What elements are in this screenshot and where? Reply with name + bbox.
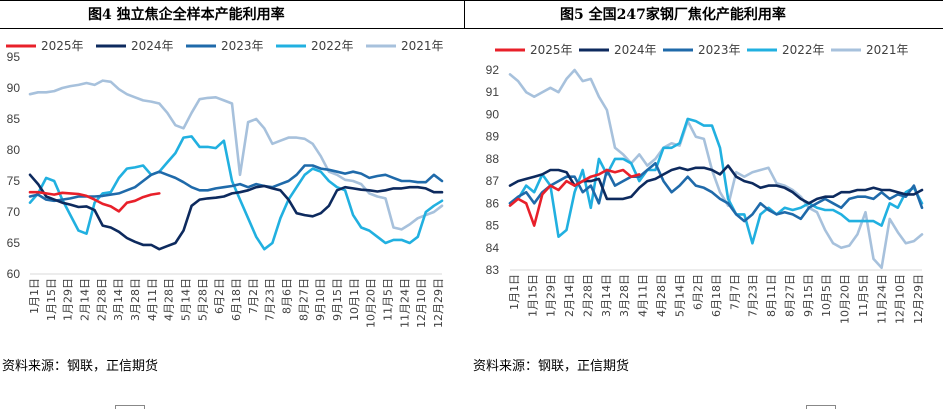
- legend-label: 2024年: [614, 43, 657, 57]
- x-tick-label: 2月14日: [79, 278, 92, 321]
- y-tick-label: 60: [7, 267, 21, 281]
- y-tick-label: 89: [486, 130, 500, 144]
- series-line-2021年: [28, 79, 444, 231]
- x-tick-label: 12月29日: [432, 278, 445, 328]
- x-tick-label: 6月18日: [710, 274, 723, 317]
- y-tick-label: 85: [486, 219, 500, 233]
- chart-coke-plants-utilization: 60 65 70 75 80 85 90 95 1月1日 1月15日 1月29日 2月14日 2月28日…: [6, 39, 445, 328]
- legend-label: 2022年: [782, 43, 825, 57]
- bottom-edge-mark-right: [806, 405, 836, 409]
- x-tick-label: 10月5日: [820, 274, 833, 317]
- x-tick-label: 4月11日: [637, 274, 650, 317]
- x-tick-label: 2月14日: [563, 274, 576, 317]
- x-tick-label: 7月7日: [728, 274, 741, 310]
- series-line-2022年: [508, 117, 924, 245]
- x-tick-label: 5月14日: [180, 278, 193, 321]
- x-tick-label: 1月1日: [28, 278, 41, 314]
- x-tick-label: 2月28日: [95, 278, 108, 321]
- series-line-2022年: [28, 135, 444, 251]
- x-tick-label: 12月10日: [415, 278, 428, 328]
- x-tick-label: 11月24日: [398, 278, 411, 328]
- y-tick-label: 88: [486, 152, 500, 166]
- x-tick-label: 1月15日: [45, 278, 58, 321]
- y-tick-label: 70: [7, 205, 21, 219]
- x-tick-label: 4月11日: [146, 278, 159, 321]
- figure-5-title: 图5 全国247家钢厂焦化产能利用率: [560, 7, 786, 23]
- x-tick-label: 11月5日: [382, 278, 395, 321]
- legend-label: 2023年: [221, 39, 264, 53]
- series-line-2025年: [28, 190, 161, 213]
- y-tick-label: 87: [486, 174, 500, 188]
- y-tick-label: 86: [486, 196, 500, 210]
- x-tick-label: 1月29日: [545, 274, 558, 317]
- x-tick-label: 12月29日: [912, 274, 925, 324]
- x-tick-label: 7月23日: [747, 274, 760, 317]
- x-tick-label: 4月28日: [655, 274, 668, 317]
- x-tick-label: 1月29日: [62, 278, 75, 321]
- y-tick-label: 92: [486, 63, 500, 77]
- x-tick-label: 10月20日: [839, 274, 852, 324]
- legend-label: 2022年: [311, 39, 354, 53]
- x-tick-label: 9月15日: [331, 278, 344, 321]
- x-tick-label: 3月28日: [129, 278, 142, 321]
- legend-label: 2021年: [866, 43, 909, 57]
- x-tick-label: 5月14日: [673, 274, 686, 317]
- y-tick-label: 91: [486, 85, 500, 99]
- x-tick-label: 6月2日: [213, 278, 226, 314]
- series-line-2023年: [28, 164, 444, 203]
- y-tick-label: 75: [7, 174, 21, 188]
- x-tick-label: 4月28日: [163, 278, 176, 321]
- legend-label: 2021年: [401, 39, 444, 53]
- y-tick-label: 90: [486, 107, 500, 121]
- x-tick-label: 3月14日: [600, 274, 613, 317]
- x-tick-label: 1月15日: [526, 274, 539, 317]
- x-tick-label: 7月23日: [264, 278, 277, 321]
- series-line-2025年: [508, 168, 641, 227]
- y-tick-label: 65: [7, 236, 21, 250]
- x-tick-label: 1月1日: [508, 274, 521, 310]
- title-rule: [0, 28, 943, 29]
- y-tick-label: 95: [7, 50, 21, 64]
- x-tick-label: 3月14日: [112, 278, 125, 321]
- x-tick-label: 9月10日: [314, 278, 327, 321]
- column-divider: [464, 0, 465, 29]
- x-tick-label: 6月18日: [230, 278, 243, 321]
- x-tick-label: 8月27日: [783, 274, 796, 317]
- bottom-edge-mark-left: [115, 405, 145, 409]
- series-line-2024年: [28, 173, 444, 251]
- y-tick-label: 84: [486, 241, 500, 255]
- y-tick-label: 90: [7, 81, 21, 95]
- legend-label: 2025年: [41, 39, 84, 53]
- series-line-2021年: [508, 68, 924, 270]
- figure-5-source: 资料来源：钢联，正信期货: [473, 359, 630, 374]
- x-tick-label: 10月20日: [365, 278, 378, 328]
- y-tick-label: 83: [486, 263, 500, 277]
- x-tick-label: 2月28日: [581, 274, 594, 317]
- top-rule: [0, 0, 943, 1]
- x-tick-label: 11月24日: [875, 274, 888, 324]
- x-tick-label: 12月10日: [894, 274, 907, 324]
- legend-label: 2023年: [698, 43, 741, 57]
- figure-4-source: 资料来源：钢联，正信期货: [2, 359, 159, 374]
- x-tick-label: 8月11日: [765, 274, 778, 317]
- y-tick-label: 80: [7, 143, 21, 157]
- figure-4-title: 图4 独立焦企全样本产能利用率: [88, 7, 285, 23]
- x-tick-label: 5月28日: [196, 278, 209, 321]
- x-tick-label: 7月2日: [247, 278, 260, 314]
- x-tick-label: 10月1日: [348, 278, 361, 321]
- y-tick-label: 85: [7, 112, 21, 126]
- legend-label: 2024年: [131, 39, 174, 53]
- x-tick-label: 6月2日: [692, 274, 705, 310]
- x-tick-label: 8月27日: [297, 278, 310, 321]
- legend-label: 2025年: [530, 43, 573, 57]
- x-tick-label: 11月5日: [857, 274, 870, 317]
- chart-steel-mill-coking-utilization: 83 84 85 86 87 88 89 90 91 92 1月1日 1月15日 1月29日 2月14日 2…: [486, 43, 925, 324]
- x-tick-label: 9月15日: [802, 274, 815, 317]
- x-tick-label: 3月28日: [618, 274, 631, 317]
- x-tick-label: 8月6日: [281, 278, 294, 314]
